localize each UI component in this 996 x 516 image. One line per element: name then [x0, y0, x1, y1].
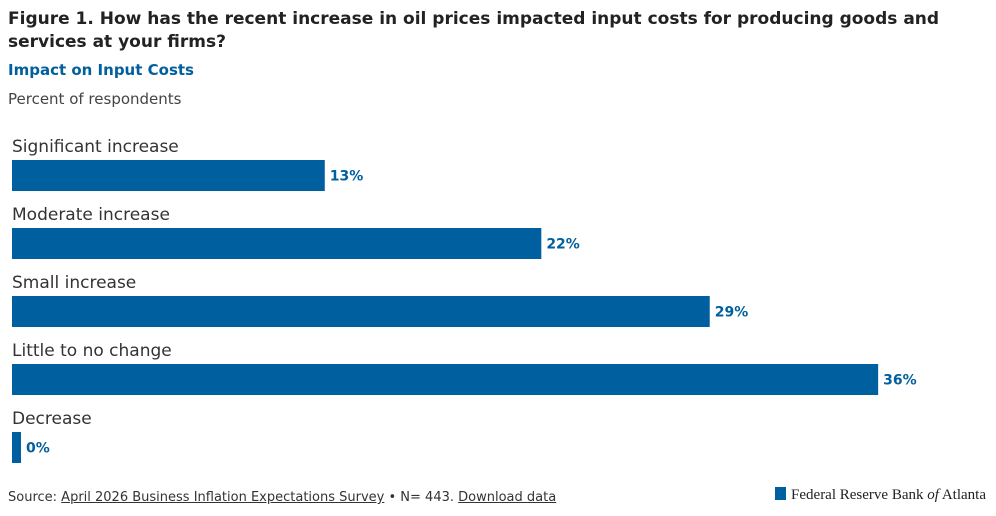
category-label: Small increase — [12, 273, 136, 293]
value-label: 29% — [715, 305, 749, 321]
value-label: 36% — [883, 373, 917, 389]
footer: Source: April 2026 Business Inflation Ex… — [8, 490, 556, 505]
logo-text: of — [927, 487, 939, 503]
logo-icon — [775, 487, 787, 500]
logo: Federal Reserve Bank of Atlanta — [775, 487, 986, 504]
logo-text: Atlanta — [941, 487, 986, 503]
download-link[interactable]: Download data — [458, 490, 557, 505]
bar — [12, 364, 879, 395]
chart: Significant increase 13% Moderate increase… — [12, 137, 917, 463]
source-note: • N= 443. — [388, 490, 455, 505]
value-label: 22% — [546, 237, 580, 253]
logo-text: Federal Reserve Bank — [791, 487, 924, 503]
value-label: 13% — [330, 169, 364, 185]
category-label: Little to no change — [12, 341, 172, 361]
chart-subtitle: Impact on Input Costs — [8, 61, 194, 79]
bar — [12, 296, 710, 327]
value-label: 0% — [26, 441, 50, 457]
bar — [12, 160, 325, 191]
source-prefix: Source: — [8, 490, 58, 505]
chart-title: Figure 1. How has the recent increase in… — [8, 9, 940, 52]
bar — [12, 432, 21, 463]
axis-label: Percent of respondents — [8, 90, 182, 108]
bar — [12, 228, 542, 259]
category-label: Moderate increase — [12, 205, 170, 225]
source-link[interactable]: April 2026 Business Inflation Expectatio… — [61, 490, 385, 505]
category-label: Significant increase — [12, 137, 179, 157]
category-label: Decrease — [12, 409, 92, 429]
